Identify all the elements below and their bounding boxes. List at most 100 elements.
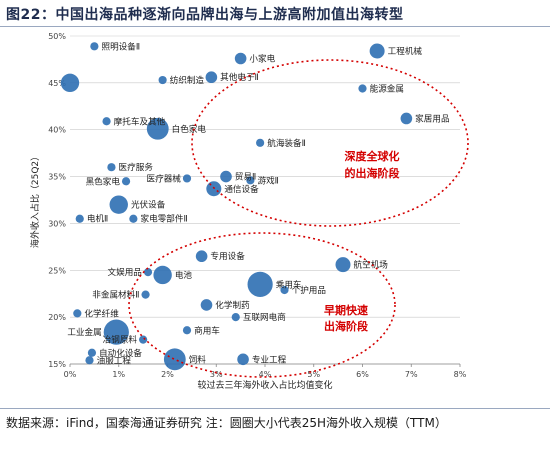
point-label: 小家电 [249,52,275,64]
data-point [205,71,218,84]
data-point [246,176,255,185]
point-label: 黑色家电 [86,175,121,187]
point-label: 医疗器械 [147,172,182,184]
y-tick-label: 15% [48,360,66,369]
point-label: 照明设备Ⅱ [101,40,140,52]
data-point [256,138,265,147]
point-label: 工程机械 [388,45,423,57]
x-tick-label: 8% [454,370,467,379]
data-point [146,117,169,140]
source-note: 数据来源：iFind，国泰海通证券研究 注：圆圈大小代表25H海外收入规模（TT… [6,416,447,430]
point-label: 文娱用品 [108,266,142,278]
data-point [90,42,99,51]
data-point [237,353,249,366]
point-label: 专业工程 [252,353,287,365]
annotation-lower-line1: 早期快速 [324,303,368,317]
data-point [60,73,80,93]
early-expansion-ellipse [128,232,396,378]
point-label: 化学制药 [215,299,250,311]
point-label: 商用车 [194,324,220,336]
deep-globalization-ellipse [191,59,469,227]
annotation-lower-line2: 出海阶段 [324,319,368,333]
point-label: 乘用车 [276,278,302,290]
point-label: 能源金属 [370,82,404,94]
data-point [158,75,167,85]
point-label: 其他电子Ⅱ [220,71,259,83]
point-label: 专用设备 [210,250,245,262]
data-point [369,43,385,59]
data-point [73,309,82,318]
data-point [358,84,367,93]
data-point [400,112,413,125]
point-label: 自动化设备 [99,347,142,359]
point-label: 饲料 [189,353,207,365]
point-label: 航空机场 [354,259,389,271]
point-label: 工业金属 [67,326,101,338]
data-point [129,214,138,223]
y-tick-label: 20% [48,313,66,322]
data-point [139,335,148,344]
point-label: 化学纤维 [84,307,119,319]
point-label: 个护用品 [292,284,326,296]
point-label: 油服工程 [97,354,132,366]
point-label: 家电零部件Ⅱ [140,213,187,225]
x-tick-label: 4% [259,370,272,379]
x-tick-label: 6% [356,370,369,379]
point-label: 互联网电商 [243,311,286,323]
point-label: 非金属材料Ⅱ [92,289,139,301]
data-point [182,174,192,183]
y-tick-label: 45% [48,79,66,88]
point-label: 通信设备 [224,183,259,195]
annotation-upper-line1: 深度全球化 [345,149,400,163]
data-point [107,163,116,172]
data-point [195,250,208,263]
point-label: 游戏Ⅱ [257,174,278,186]
data-point [103,319,129,345]
data-point [231,313,240,322]
point-label: 纺织制造 [170,74,205,86]
data-point [153,265,172,285]
title-bar: 图22：中国出海品种逐渐向品牌出海与上游高附加值出海转型 [0,0,550,27]
point-label: 电机Ⅱ [87,213,108,225]
data-point [85,356,94,365]
data-point [109,195,128,214]
y-tick-label: 35% [48,173,66,182]
x-tick-label: 0% [64,370,77,379]
data-point [87,348,97,357]
data-point [102,117,111,126]
data-point [143,268,153,277]
data-point [200,299,213,311]
point-label: 贸易Ⅱ [235,171,256,183]
chart-title: 图22：中国出海品种逐渐向品牌出海与上游高附加值出海转型 [6,7,404,23]
data-point [220,170,232,183]
point-label: 家居用品 [415,112,449,124]
data-point [247,271,273,297]
y-axis-title: 海外收入占比（25Q2） [29,152,41,248]
data-point [234,52,247,65]
source-divider [0,408,550,409]
x-tick-label: 7% [405,370,418,379]
x-tick-label: 3% [210,370,223,379]
data-point [163,348,186,371]
data-point [121,177,131,186]
point-label: 白色家电 [172,123,207,135]
x-tick-label: 5% [307,370,320,379]
data-point [141,290,150,299]
point-label: 光伏设备 [131,199,166,211]
point-label: 冶钢原料 [103,334,138,346]
data-point [182,326,192,335]
data-point [335,257,351,273]
data-point [280,285,289,295]
point-label: 摩托车及其他 [114,115,166,127]
x-axis-title: 较过去三年海外收入占比均值变化 [197,379,332,391]
x-tick-label: 1% [112,370,125,379]
y-tick-label: 50% [48,32,66,41]
x-tick-label: 2% [161,370,174,379]
y-tick-label: 25% [48,266,66,275]
point-label: 医疗服务 [119,161,154,173]
annotation-upper-line2: 的出海阶段 [345,166,400,180]
point-label: 航海装备Ⅱ [267,137,306,149]
y-tick-label: 30% [48,219,66,228]
point-label: 电池 [175,269,193,281]
